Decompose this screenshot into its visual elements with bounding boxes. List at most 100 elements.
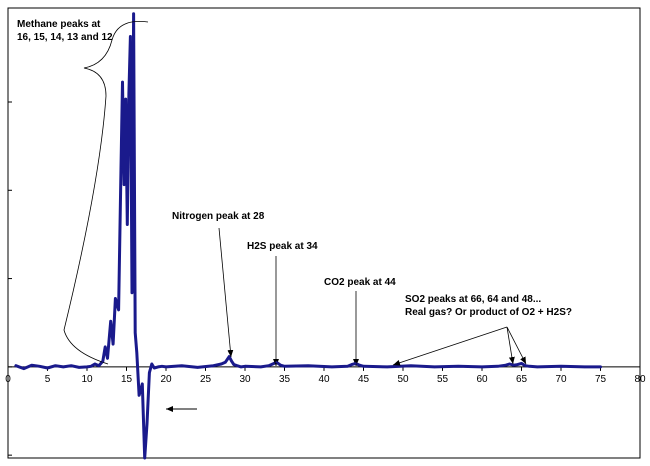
data-point xyxy=(38,365,41,368)
data-point xyxy=(62,365,65,369)
plot-area-frame xyxy=(7,7,641,459)
so2-arrow-64 xyxy=(506,326,515,365)
data-point xyxy=(30,364,33,367)
data-point xyxy=(520,362,523,365)
annotation-nitrogen-line-1: Nitrogen peak at 28 xyxy=(172,211,265,222)
data-point xyxy=(480,365,484,369)
data-point xyxy=(109,320,112,323)
data-point xyxy=(512,364,515,367)
annotation-h2s: H2S peak at 34 xyxy=(247,241,318,252)
data-point xyxy=(354,362,357,365)
data-point xyxy=(196,366,199,369)
data-point xyxy=(156,365,160,369)
data-point xyxy=(239,365,243,369)
data-point xyxy=(516,363,519,366)
x-tick-label: 80 xyxy=(634,374,646,385)
data-point xyxy=(134,331,137,334)
x-tick-label: 40 xyxy=(318,374,330,385)
data-point xyxy=(271,362,274,366)
data-point xyxy=(89,365,93,368)
annotation-nitrogen: Nitrogen peak at 28 xyxy=(172,211,265,222)
data-point xyxy=(137,394,141,397)
data-point xyxy=(121,80,124,84)
x-tick-label: 30 xyxy=(239,374,251,385)
data-point xyxy=(583,365,586,369)
data-point xyxy=(135,351,138,354)
x-tick-label: 50 xyxy=(397,374,409,385)
data-point xyxy=(153,366,156,370)
data-point xyxy=(528,365,531,368)
data-point xyxy=(14,364,18,367)
data-point xyxy=(232,363,236,366)
annotation-methane-line-1: Methane peaks at xyxy=(17,19,101,30)
data-point xyxy=(358,364,361,367)
x-tick-label: 65 xyxy=(516,374,528,385)
annotation-labels: Methane peaks at 16, 15, 14, 13 and 12 N… xyxy=(17,19,572,318)
x-tick-label: 15 xyxy=(121,374,133,385)
data-point xyxy=(599,365,602,369)
data-point xyxy=(409,364,413,367)
data-point xyxy=(559,365,563,368)
data-point xyxy=(350,363,353,366)
annotation-so2-line-1: SO2 peaks at 66, 64 and 48... xyxy=(405,294,541,305)
data-point xyxy=(279,364,282,367)
data-point xyxy=(275,361,278,364)
data-point xyxy=(220,362,223,366)
x-tick-label: 55 xyxy=(437,374,449,385)
nitrogen-arrow xyxy=(218,227,234,358)
annotation-so2-line-2: Real gas? Or product of O2 + H2S? xyxy=(405,307,572,318)
x-tick-label: 70 xyxy=(555,374,567,385)
data-point xyxy=(148,371,151,374)
data-point xyxy=(122,183,126,186)
annotation-methane-line-2: 16, 15, 14, 13 and 12 xyxy=(17,32,113,43)
data-point xyxy=(386,365,389,369)
data-point xyxy=(243,365,247,368)
data-point xyxy=(114,297,117,300)
y-axis-ticks xyxy=(8,101,12,456)
annotation-co2-line-1: CO2 peak at 44 xyxy=(324,277,396,288)
data-point xyxy=(307,364,310,367)
data-point xyxy=(145,422,149,425)
data-point xyxy=(77,366,81,369)
data-point xyxy=(536,365,539,369)
data-point xyxy=(130,291,134,294)
data-point xyxy=(164,365,168,369)
data-point xyxy=(97,364,101,367)
x-tick-label: 0 xyxy=(5,374,11,385)
data-point xyxy=(143,456,146,460)
data-point xyxy=(180,364,183,367)
data-point xyxy=(496,365,499,368)
data-point xyxy=(504,364,507,367)
data-point xyxy=(132,12,135,15)
so2-arrow-48 xyxy=(392,326,508,366)
data-point xyxy=(141,382,144,386)
data-point xyxy=(346,365,349,368)
data-point xyxy=(235,364,239,367)
data-point xyxy=(70,364,73,367)
data-point xyxy=(230,360,233,363)
data-point xyxy=(101,360,105,363)
data-point xyxy=(126,223,129,226)
x-tick-label: 10 xyxy=(81,374,93,385)
data-point xyxy=(267,364,270,367)
axes: 0 5 10 15 20 25 30 35 40 45 50 55 60 65 70 75 80 xyxy=(5,7,646,459)
x-tick-label: 45 xyxy=(358,374,370,385)
data-point xyxy=(330,365,334,369)
data-point xyxy=(228,355,231,358)
data-point xyxy=(54,364,57,367)
data-point xyxy=(111,342,115,346)
data-point xyxy=(212,364,215,367)
x-tick-label: 35 xyxy=(279,374,291,385)
data-point xyxy=(85,365,89,369)
data-point xyxy=(106,357,109,360)
annotation-so2: SO2 peaks at 66, 64 and 48... Real gas? … xyxy=(405,294,572,318)
spectrum-line xyxy=(14,12,602,460)
data-point xyxy=(93,362,97,366)
data-points xyxy=(14,12,602,460)
x-tick-label: 75 xyxy=(595,374,607,385)
data-point xyxy=(524,364,527,367)
data-point xyxy=(457,365,460,368)
annotation-methane: Methane peaks at 16, 15, 14, 13 and 12 xyxy=(17,19,113,43)
annotation-co2: CO2 peak at 44 xyxy=(324,277,396,288)
